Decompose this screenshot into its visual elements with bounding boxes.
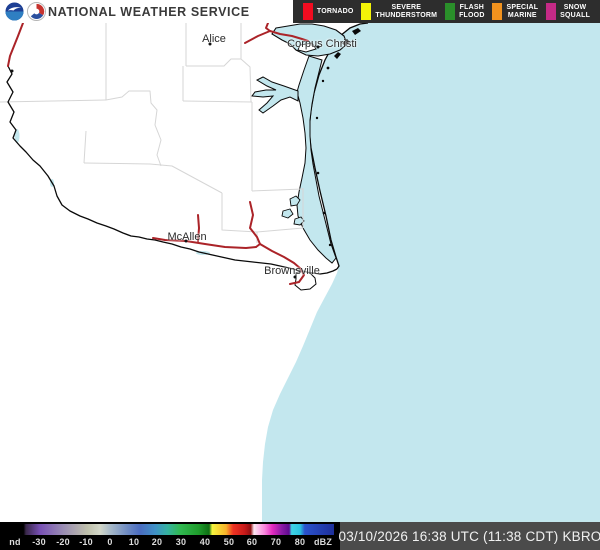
colorbar-tick--20: -20 (56, 537, 70, 547)
island-speckles (315, 28, 361, 247)
warning-legend-item: SNOW SQUALL (546, 3, 590, 20)
county-boundaries (0, 23, 304, 243)
highways (7, 23, 309, 285)
colorbar-tick-nd: nd (9, 537, 21, 547)
warning-color-chip (492, 3, 503, 20)
colorbar-tick-labels: nd -30 -20 -10 0 10 20 30 40 50 60 70 80 dBZ (0, 536, 340, 550)
logo-group (5, 1, 46, 22)
warning-color-chip (546, 3, 557, 20)
city-dot (208, 42, 212, 46)
colorbar-tick-40: 40 (199, 537, 211, 547)
laguna-madre-water (296, 55, 337, 264)
colorbar-tick-80: 80 (294, 537, 306, 547)
warning-label: SPECIAL MARINE (506, 4, 539, 19)
header-bar: NATIONAL WEATHER SERVICE TORNADO SEVERE T… (0, 0, 600, 23)
colorbar-tick-0: 0 (107, 537, 113, 547)
corpus-christi-bay-water (271, 23, 348, 57)
warning-color-chip (361, 3, 372, 20)
colorbar-tick--10: -10 (79, 537, 93, 547)
colorbar-tick-dBZ: dBZ (313, 537, 333, 547)
status-bar: 03/10/2026 16:38 UTC (11:38 CDT) KBRO (338, 522, 600, 550)
timestamp-text: 03/10/2026 16:38 UTC (11:38 CDT) KBRO (338, 528, 600, 544)
colorbar-tick-30: 30 (175, 537, 187, 547)
colorbar-tick-10: 10 (128, 537, 140, 547)
city-label: Corpus Christi (287, 38, 357, 50)
nws-logo-icon (27, 2, 46, 21)
radar-map[interactable]: Alice Corpus Christi McAllen Brownsville (0, 23, 600, 522)
colorbar-tick-60: 60 (246, 537, 258, 547)
colorbar-tick-70: 70 (270, 537, 282, 547)
warning-legend-item: FLASH FLOOD (445, 3, 485, 20)
warning-label: SNOW SQUALL (560, 4, 591, 19)
warning-legend-item: TORNADO (302, 3, 354, 20)
city-label: Alice (202, 33, 226, 45)
gulf-of-mexico-water (262, 23, 600, 522)
colorbar-tick-50: 50 (223, 537, 235, 547)
colorbar-tick-20: 20 (151, 537, 163, 547)
warning-label: FLASH FLOOD (459, 4, 485, 19)
colorbar-tick--30: -30 (32, 537, 46, 547)
noaa-logo-icon (5, 2, 24, 21)
map-canvas (0, 23, 600, 522)
page-title: NATIONAL WEATHER SERVICE (48, 4, 250, 19)
city-dot (293, 275, 297, 279)
city-dot (316, 45, 320, 49)
warning-color-chip (445, 3, 456, 20)
city-dot (184, 239, 188, 243)
warning-label: SEVERE THUNDERSTORM (375, 4, 438, 19)
colorbar-gradient-strip (2, 524, 334, 535)
warning-legend: TORNADO SEVERE THUNDERSTORM FLASH FLOOD SPE… (293, 0, 600, 23)
city-dot (10, 69, 14, 73)
city-label: Brownsville (264, 265, 320, 277)
baffin-bay-water (251, 76, 299, 114)
rio-grande-river (6, 65, 338, 275)
warning-legend-item: SPECIAL MARINE (492, 3, 538, 20)
warning-label: TORNADO (316, 7, 354, 15)
warning-legend-item: SEVERE THUNDERSTORM (361, 3, 437, 20)
city-label: McAllen (167, 231, 207, 243)
coastal-marsh-blobs (281, 195, 305, 226)
warning-color-chip (302, 3, 313, 20)
reflectivity-colorbar: nd -30 -20 -10 0 10 20 30 40 50 60 70 80 dBZ (0, 522, 340, 550)
bottom-bar: nd -30 -20 -10 0 10 20 30 40 50 60 70 80 dBZ 03/10/20… (0, 522, 600, 550)
corpus-peninsula-land (297, 42, 317, 53)
